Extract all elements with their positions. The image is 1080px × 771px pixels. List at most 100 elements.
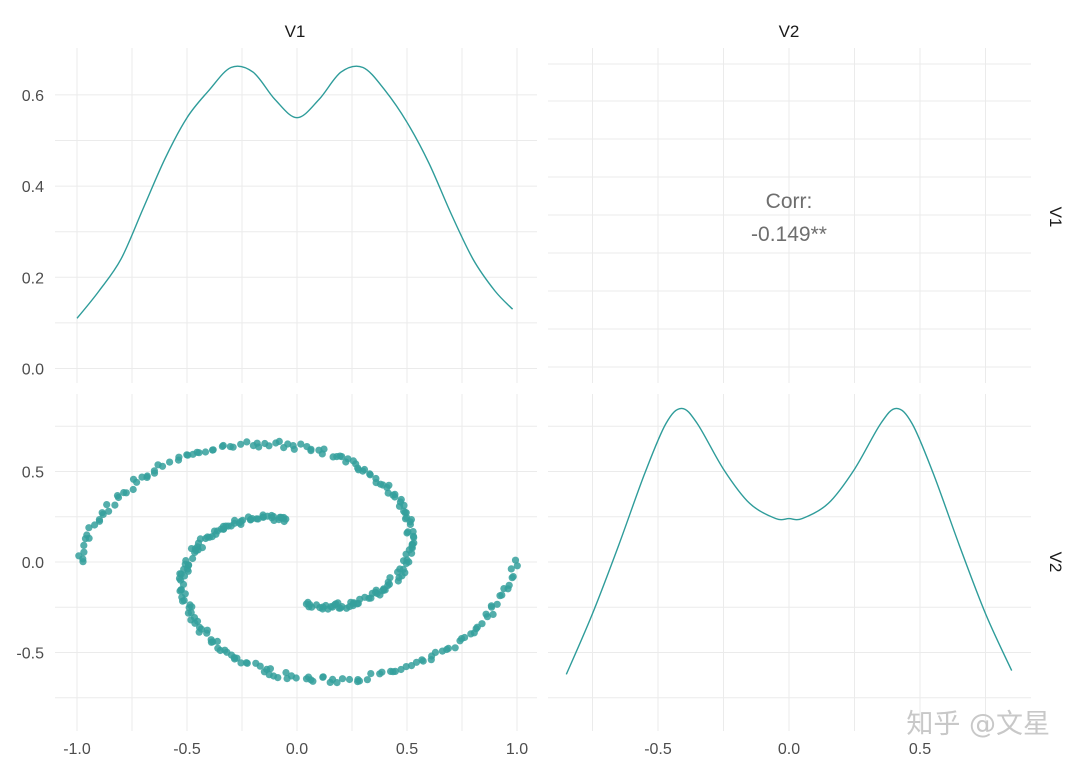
- scatter-point: [242, 659, 250, 667]
- scatter-point: [85, 524, 93, 532]
- scatter-point: [513, 562, 521, 570]
- scatter-point: [237, 659, 245, 667]
- scatter-point: [309, 677, 317, 685]
- scatter-point: [122, 489, 130, 497]
- scatter-point: [329, 453, 337, 461]
- scatter-point: [191, 619, 199, 627]
- y-tick-label-density: 0.6: [22, 88, 44, 105]
- scatter-point: [79, 558, 87, 566]
- scatter-point: [237, 520, 245, 529]
- scatter-point: [103, 501, 111, 509]
- scatter-point: [256, 662, 264, 670]
- scatter-point: [461, 633, 469, 642]
- watermark: 知乎 @文星: [906, 709, 1050, 740]
- scatter-point: [129, 485, 137, 494]
- x-tick-label-v2: -0.5: [644, 741, 672, 758]
- scatter-point: [427, 656, 435, 664]
- scatter-point: [174, 456, 183, 464]
- corr-value: -0.149**: [751, 223, 827, 246]
- scatter-point: [289, 442, 297, 450]
- scatter-point: [179, 597, 187, 605]
- scatter-point: [482, 610, 490, 618]
- scatter-point: [338, 675, 347, 683]
- scatter-point: [478, 620, 486, 628]
- y-tick-label-v2: 0.0: [22, 555, 44, 572]
- scatter-point: [188, 603, 196, 611]
- scatter-point: [419, 657, 427, 665]
- scatter-point: [80, 548, 88, 556]
- scatter-point: [201, 448, 210, 456]
- scatter-point: [81, 535, 90, 543]
- scatter-point: [315, 446, 323, 454]
- scatter-point: [400, 507, 408, 515]
- scatter-point: [412, 658, 421, 666]
- scatter-point: [409, 528, 417, 536]
- scatter-point: [243, 438, 251, 446]
- scatter-point: [105, 507, 113, 515]
- scatter-point: [349, 457, 357, 465]
- scatter-point: [195, 628, 203, 636]
- y-tick-label-v2: 0.5: [22, 465, 44, 482]
- scatter-point: [404, 528, 412, 536]
- scatter-point: [80, 541, 88, 550]
- scatter-point: [259, 511, 267, 519]
- strip-top-v1: V1: [285, 22, 306, 41]
- scatter-point: [272, 439, 280, 447]
- scatter-point: [342, 458, 350, 466]
- x-tick-label-v1: 0.5: [396, 741, 418, 758]
- scatter-point: [208, 446, 217, 454]
- scatter-point: [249, 442, 257, 450]
- scatter-point: [385, 481, 393, 489]
- density-line-v2: [565, 407, 1013, 675]
- scatter-point: [203, 533, 211, 541]
- scatter-point: [367, 670, 375, 678]
- scatter-point: [111, 501, 119, 509]
- scatter-point: [443, 645, 451, 654]
- scatter-point: [91, 521, 99, 529]
- scatter-point: [386, 574, 394, 582]
- scatter-point: [133, 478, 141, 486]
- scatter-point: [345, 675, 354, 684]
- scatter-point: [176, 587, 184, 595]
- scatter-point: [254, 515, 262, 523]
- x-tick-label-v1: -1.0: [63, 741, 91, 758]
- strip-right-v2: V2: [1046, 552, 1065, 573]
- x-tick-label-v2: 0.0: [778, 741, 800, 758]
- scatter-point: [391, 667, 399, 676]
- scatter-point: [488, 603, 496, 611]
- scatter-point: [493, 600, 501, 608]
- x-tick-label-v1: 0.0: [286, 741, 308, 758]
- x-tick-label-v1: 1.0: [506, 741, 528, 758]
- scatter-point: [372, 474, 380, 483]
- scatter-point: [292, 674, 300, 682]
- y-tick-label-density: 0.4: [22, 179, 44, 196]
- scatter-point: [237, 440, 245, 448]
- scatter-point: [489, 610, 497, 619]
- scatter-point: [372, 586, 380, 594]
- scatter-point: [385, 580, 393, 588]
- scatter-point: [213, 637, 221, 646]
- scatter-point: [280, 444, 288, 452]
- scatter-point: [233, 654, 241, 662]
- scatter-point: [333, 679, 341, 687]
- scatter-point: [99, 510, 107, 518]
- scatter-point: [303, 443, 311, 451]
- scatter-point: [203, 629, 211, 637]
- x-tick-label-v2: 0.5: [909, 741, 931, 758]
- strip-right-v1: V1: [1046, 207, 1065, 228]
- scatter-point: [282, 669, 290, 677]
- scatter-point: [319, 673, 327, 681]
- scatter-point: [138, 473, 146, 481]
- panel-lines: [76, 65, 1013, 675]
- tick-labels: 0.0 0.2 0.4 0.6 -0.5 0.0 0.5 -1.0 -0.5 0.0 0.5 1.0 -…: [16, 88, 931, 758]
- y-tick-label-density: 0.0: [22, 362, 44, 379]
- scatter-point: [507, 565, 515, 573]
- scatter-point: [500, 585, 508, 593]
- scatter-point: [189, 554, 197, 563]
- scatter-point: [183, 451, 191, 459]
- scatter-point: [244, 513, 252, 521]
- scatter-point: [274, 674, 282, 682]
- x-tick-label-v1: -0.5: [173, 741, 201, 758]
- y-tick-label-density: 0.2: [22, 270, 44, 287]
- scatter-point: [505, 581, 513, 589]
